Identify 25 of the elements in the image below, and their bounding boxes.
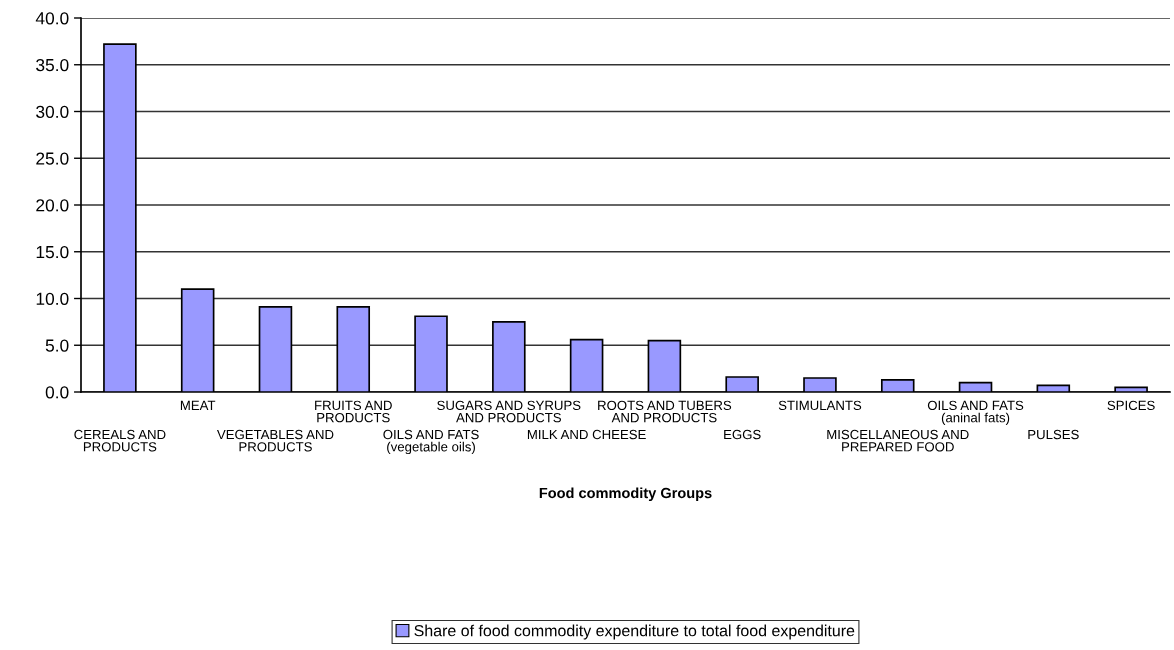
y-tick-label: 15.0 bbox=[36, 245, 69, 259]
x-tick-label: SPICES bbox=[1107, 400, 1155, 411]
x-tick-label: FRUITS AND PRODUCTS bbox=[315, 400, 392, 423]
x-tick-label: VEGETABLES AND PRODUCTS bbox=[216, 429, 334, 452]
y-tick-label: 20.0 bbox=[36, 199, 69, 212]
y-tick-label: 5.0 bbox=[45, 339, 69, 352]
x-tick-label: CEREALS AND PRODUCTS bbox=[74, 429, 166, 452]
y-tick-label: 0.0 bbox=[45, 386, 69, 399]
x-tick-label: PULSES bbox=[1028, 429, 1079, 440]
y-tick-label: 35.0 bbox=[36, 58, 69, 72]
x-tick-label: STIMULANTS bbox=[778, 400, 862, 411]
y-tick-label: 40.0 bbox=[35, 12, 69, 25]
y-tick-label: 30.0 bbox=[36, 105, 69, 118]
x-tick-label: SUGARS AND SYRUPS AND PRODUCTS bbox=[437, 400, 581, 423]
y-tick-label: 25.0 bbox=[36, 152, 69, 165]
x-tick-label: OILS AND FATS (vegetable oils) bbox=[383, 429, 479, 455]
x-tick-label: EGGS bbox=[724, 429, 761, 440]
x-tick-label: MEAT bbox=[180, 400, 216, 410]
x-tick-label: ROOTS AND TUBERS AND PRODUCTS bbox=[598, 400, 732, 423]
x-tick-label: OILS AND FATS (aninal fats) bbox=[927, 400, 1024, 425]
y-tick-label: 10.0 bbox=[36, 292, 69, 305]
x-tick-label: MISCELLANEOUS AND PREPARED FOOD bbox=[827, 429, 969, 452]
x-tick-label: MILK AND CHEESE bbox=[527, 429, 646, 440]
legend-label: Share of food commodity expenditure to total food expenditure bbox=[414, 624, 855, 640]
x-axis-title: Food commodity Groups bbox=[539, 487, 712, 502]
